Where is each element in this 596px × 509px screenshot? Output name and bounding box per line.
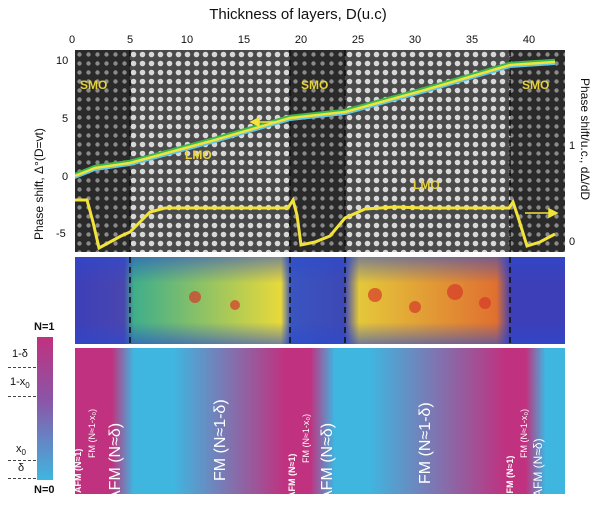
heatmap-boundaries: [129, 257, 511, 344]
legend-dash: [8, 396, 36, 397]
region-label-smo: SMO: [80, 78, 108, 92]
legend-dash: [8, 367, 36, 368]
band-label: AFM (N≈δ): [319, 422, 336, 494]
phase-curve-yellow: [75, 60, 556, 178]
right-axis-title: Phase shift/u.c., dΔ/dD: [578, 78, 592, 201]
left-tick: 10: [56, 55, 69, 67]
heatmap-panel: [75, 257, 565, 344]
region-label-lmo: LMO: [185, 148, 212, 162]
x-tick: 35: [465, 34, 479, 46]
left-axis-title: Phase shift, Δ°(D=vt): [32, 128, 46, 240]
x-tick: 25: [351, 34, 365, 46]
left-tick: 0: [62, 171, 69, 183]
region-label-smo: SMO: [522, 78, 550, 92]
band-label: AFM (N≈1): [287, 453, 297, 494]
x-tick: 30: [408, 34, 422, 46]
phase-band-panel: AFM (N≈1) FM (N≈1-x₀) AFM (N≈δ) FM (N≈1-…: [75, 348, 565, 494]
x-tick: 5: [126, 34, 134, 46]
band-label: FM (N≈1-x₀): [87, 408, 97, 458]
legend-colorbar: [37, 337, 53, 480]
heatmap-image: [75, 257, 565, 344]
legend-tick-label: 1-δ: [12, 348, 28, 360]
left-tick: -5: [56, 228, 66, 240]
legend-bottom-label: N=0: [34, 484, 55, 496]
band-label: FM (N≈1-δ): [212, 399, 229, 481]
derivative-curve: [75, 196, 556, 251]
right-tick: 1: [569, 140, 576, 152]
x-tick: 10: [180, 34, 194, 46]
band-label: FM (N≈1-δ): [417, 402, 434, 484]
legend-dash: [8, 478, 36, 479]
band-label: FM (N≈1-x₀): [519, 408, 529, 458]
right-tick: 0: [569, 236, 576, 248]
stem-lattice-image: [75, 50, 565, 252]
legend-tick-label: x0: [16, 443, 26, 458]
axis-arrows: [249, 116, 559, 219]
x-axis-title: Thickness of layers, D(u.c): [209, 6, 387, 23]
x-tick: 15: [237, 34, 251, 46]
legend-tick-label: 1-x0: [10, 376, 30, 391]
legend-top-label: N=1: [34, 321, 55, 333]
band-label: AFM (N≈1): [505, 455, 515, 494]
x-tick: 0: [68, 34, 76, 46]
left-tick: 5: [62, 113, 69, 125]
band-label: AFM (N≈1): [75, 448, 83, 493]
legend-dash: [8, 460, 36, 461]
phase-curve-cyan: [75, 63, 556, 179]
region-label-smo: SMO: [301, 78, 329, 92]
x-tick: 20: [294, 34, 308, 46]
layer-boundaries: [129, 50, 511, 252]
x-tick: 40: [522, 34, 536, 46]
band-label: AFM (N≈δ): [531, 438, 545, 494]
legend-tick-label: δ: [18, 462, 25, 474]
phase-band-gradient: [75, 348, 565, 494]
region-label-lmo: LMO: [413, 178, 440, 192]
phase-curve-green: [75, 58, 556, 176]
band-label: AFM (N≈δ): [107, 422, 124, 494]
band-label: FM (N≈1-x₀): [301, 413, 311, 463]
microscopy-image-panel: SMO SMO SMO LMO LMO: [75, 50, 565, 252]
